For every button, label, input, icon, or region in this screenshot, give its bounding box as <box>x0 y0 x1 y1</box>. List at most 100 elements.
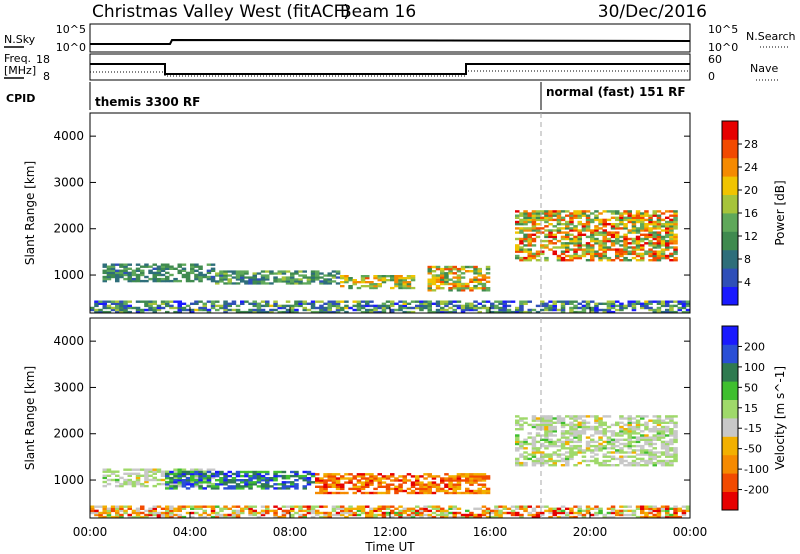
velocity-echo-cell <box>448 485 453 488</box>
velocity-echo-cell <box>169 472 174 476</box>
velocity-echo-cell <box>665 511 670 515</box>
velocity-echo-cell <box>556 440 562 444</box>
velocity-echo-cell <box>544 417 549 420</box>
velocity-echo-cell <box>531 515 537 519</box>
power-echo-cell <box>469 265 474 269</box>
power-echo-cell <box>523 216 528 219</box>
velocity-echo-cell <box>585 425 591 429</box>
power-echo-cell <box>652 210 657 213</box>
power-echo-cell <box>490 306 495 310</box>
velocity-echo-cell <box>615 440 620 444</box>
power-echo-cell <box>344 279 349 282</box>
power-echo-cell <box>169 304 174 308</box>
power-echo-cell <box>527 254 532 258</box>
velocity-echo-cell <box>531 513 537 517</box>
power-echo-cell <box>252 272 257 275</box>
velocity-echo-cell <box>569 455 574 458</box>
velocity-echo-cell <box>381 477 387 480</box>
power-echo-cell <box>381 304 387 308</box>
power-echo-cell <box>135 308 141 312</box>
power-echo-cell <box>660 218 666 222</box>
power-echo-cell <box>644 210 649 213</box>
power-echo-cell <box>431 289 437 292</box>
power-echo-cell <box>285 308 291 312</box>
power-echo-cell <box>590 231 595 234</box>
power-echo-cell <box>402 300 407 303</box>
velocity-echo-cell <box>394 485 399 488</box>
power-echo-cell <box>115 304 120 308</box>
velocity-echo-cell <box>473 507 478 510</box>
power-echo-cell <box>398 304 403 308</box>
velocity-echo-cell <box>173 485 178 488</box>
velocity-echo-cell <box>540 442 545 446</box>
power-echo-cell <box>252 280 257 283</box>
velocity-echo-cell <box>390 473 395 476</box>
power-echo-cell <box>240 276 245 279</box>
power-echo-cell <box>152 310 157 314</box>
power-echo-cell <box>285 310 291 314</box>
velocity-echo-cell <box>531 438 537 441</box>
velocity-echo-cell <box>206 482 212 486</box>
power-echo-cell <box>265 304 270 308</box>
velocity-echo-cell <box>298 474 303 478</box>
velocity-echo-cell <box>335 485 341 488</box>
velocity-echo-cell <box>660 428 666 431</box>
velocity-echo-cell <box>219 481 224 484</box>
velocity-echo-cell <box>415 513 420 517</box>
power-echo-cell <box>590 259 595 262</box>
velocity-echo-cell <box>310 511 316 515</box>
power-echo-cell <box>223 308 228 312</box>
power-echo-cell <box>585 227 591 230</box>
velocity-echo-cell <box>602 515 607 519</box>
power-echo-cell <box>665 242 670 245</box>
power-echo-cell <box>560 242 566 245</box>
power-echo-cell <box>681 310 687 314</box>
power-echo-cell <box>656 300 662 303</box>
velocity-echo-cell <box>277 487 282 490</box>
power-echo-cell <box>577 210 582 213</box>
velocity-echo-cell <box>181 483 187 486</box>
velocity-echo-cell <box>160 470 166 473</box>
velocity-echo-cell <box>310 472 316 476</box>
velocity-echo-cell <box>631 417 637 420</box>
velocity-echo-cell <box>340 487 345 491</box>
velocity-echo-cell <box>640 459 645 463</box>
power-echo-cell <box>669 225 674 228</box>
power-echo-cell <box>256 306 262 310</box>
velocity-echo-cell <box>665 505 670 508</box>
power-echo-cell <box>519 231 524 234</box>
velocity-echo-cell <box>577 425 582 429</box>
velocity-echo-cell <box>569 453 574 456</box>
velocity-echo-cell <box>540 428 545 431</box>
velocity-echo-cell <box>115 470 120 473</box>
velocity-echo-cell <box>248 483 253 486</box>
power-echo-cell <box>598 218 603 222</box>
velocity-echo-cell <box>623 455 628 458</box>
power-echo-cell <box>385 279 391 282</box>
power-echo-cell <box>577 235 582 239</box>
power-echo-cell <box>127 306 132 310</box>
date-label: 30/Dec/2016 <box>598 2 707 22</box>
velocity-echo-cell <box>619 459 624 463</box>
power-echo-cell <box>635 246 641 249</box>
velocity-echo-cell <box>627 415 632 418</box>
velocity-echo-cell <box>435 487 441 491</box>
velocity-echo-cell <box>540 453 545 456</box>
velocity-echo-cell <box>156 468 162 471</box>
power-echo-cell <box>152 277 157 281</box>
velocity-echo-cell <box>290 474 295 478</box>
power-echo-cell <box>277 272 282 275</box>
power-echo-cell <box>560 252 566 256</box>
velocity-echo-cell <box>548 419 553 422</box>
velocity-echo-cell <box>335 505 341 508</box>
power-echo-cell <box>665 256 670 260</box>
velocity-echo-cell <box>656 461 662 465</box>
velocity-echo-cell <box>410 485 416 488</box>
power-echo-cell <box>406 285 412 288</box>
power-echo-cell <box>606 246 612 249</box>
power-echo-cell <box>435 302 441 305</box>
velocity-echo-cell <box>594 432 599 435</box>
power-echo-cell <box>552 235 557 239</box>
velocity-echo-cell <box>390 515 395 519</box>
velocity-echo-cell <box>423 487 428 491</box>
